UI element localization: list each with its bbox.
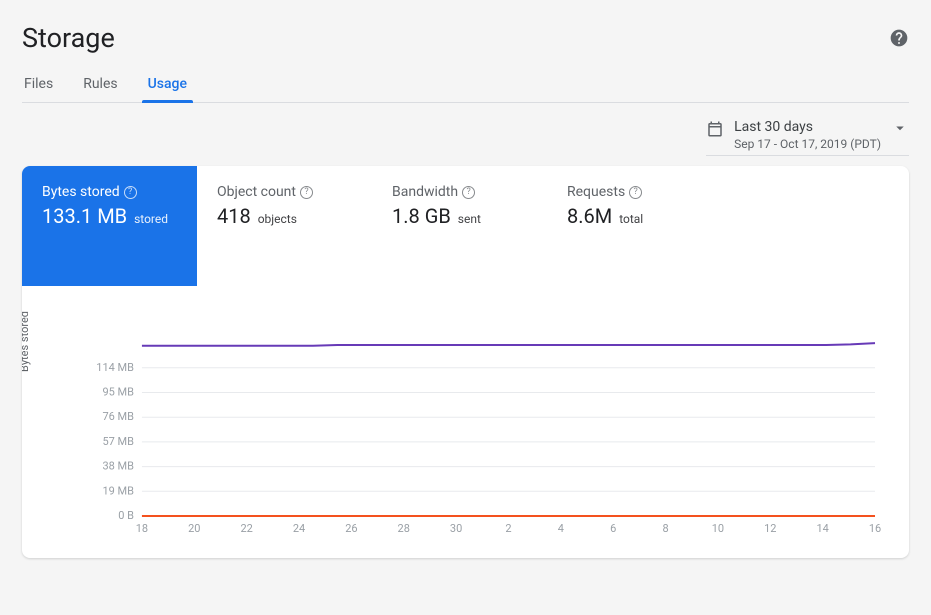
metric-label: Object count? <box>217 184 352 200</box>
metric-requests[interactable]: Requests? 8.6M total <box>547 166 722 286</box>
help-tooltip-icon[interactable]: ? <box>462 186 475 199</box>
metric-bandwidth[interactable]: Bandwidth? 1.8 GB sent <box>372 166 547 286</box>
date-range-label: Last 30 days <box>734 119 881 135</box>
usage-card: Bytes stored? 133.1 MB stored Object count… <box>22 166 909 558</box>
svg-text:20: 20 <box>188 522 200 535</box>
help-tooltip-icon[interactable]: ? <box>629 186 642 199</box>
svg-text:26: 26 <box>345 522 357 535</box>
svg-text:14: 14 <box>816 522 828 535</box>
chart-area: Bytes stored 0 B 19 MB 38 MB 57 MB 76 MB 95 M… <box>22 286 909 558</box>
svg-text:8: 8 <box>662 522 668 535</box>
help-tooltip-icon[interactable]: ? <box>300 186 313 199</box>
metric-object-count[interactable]: Object count? 418 objects <box>197 166 372 286</box>
svg-text:6: 6 <box>610 522 616 535</box>
metric-label: Requests? <box>567 184 702 200</box>
metric-bytes-stored[interactable]: Bytes stored? 133.1 MB stored <box>22 166 197 286</box>
metrics-row: Bytes stored? 133.1 MB stored Object count… <box>22 166 909 286</box>
svg-text:19 MB: 19 MB <box>102 484 134 497</box>
svg-text:18: 18 <box>136 522 148 535</box>
y-axis-label: Bytes stored <box>22 311 31 372</box>
svg-text:24: 24 <box>293 522 305 535</box>
metric-label: Bytes stored? <box>42 184 177 200</box>
tabs: Files Rules Usage <box>22 68 909 103</box>
usage-chart: 0 B19 MB38 MB57 MB76 MB95 MB114 MB182022… <box>86 328 885 538</box>
svg-text:4: 4 <box>558 522 564 535</box>
svg-text:38 MB: 38 MB <box>102 460 134 473</box>
tab-files[interactable]: Files <box>22 68 55 102</box>
svg-text:16: 16 <box>869 522 881 535</box>
metric-label: Bandwidth? <box>392 184 527 200</box>
svg-text:30: 30 <box>450 522 462 535</box>
svg-text:95 MB: 95 MB <box>102 385 134 398</box>
tab-rules[interactable]: Rules <box>81 68 119 102</box>
svg-text:2: 2 <box>505 522 511 535</box>
metric-value: 418 objects <box>217 204 352 228</box>
metric-value: 133.1 MB stored <box>42 204 177 228</box>
svg-text:76 MB: 76 MB <box>102 410 134 423</box>
svg-text:12: 12 <box>764 522 776 535</box>
svg-text:22: 22 <box>240 522 252 535</box>
svg-text:57 MB: 57 MB <box>102 435 134 448</box>
page-title: Storage <box>22 22 115 54</box>
date-range-picker[interactable]: Last 30 days Sep 17 - Oct 17, 2019 (PDT) <box>706 119 909 156</box>
date-range-sub: Sep 17 - Oct 17, 2019 (PDT) <box>734 137 881 151</box>
svg-text:0 B: 0 B <box>118 509 134 522</box>
svg-text:10: 10 <box>712 522 724 535</box>
svg-text:114 MB: 114 MB <box>96 361 134 374</box>
metric-value: 8.6M total <box>567 204 702 228</box>
svg-text:28: 28 <box>398 522 410 535</box>
tab-usage[interactable]: Usage <box>146 68 189 102</box>
metric-value: 1.8 GB sent <box>392 204 527 228</box>
help-icon[interactable] <box>889 28 909 48</box>
help-tooltip-icon[interactable]: ? <box>124 186 137 199</box>
series-bytes-stored <box>142 343 875 346</box>
chevron-down-icon <box>891 119 909 141</box>
calendar-icon <box>706 120 724 138</box>
